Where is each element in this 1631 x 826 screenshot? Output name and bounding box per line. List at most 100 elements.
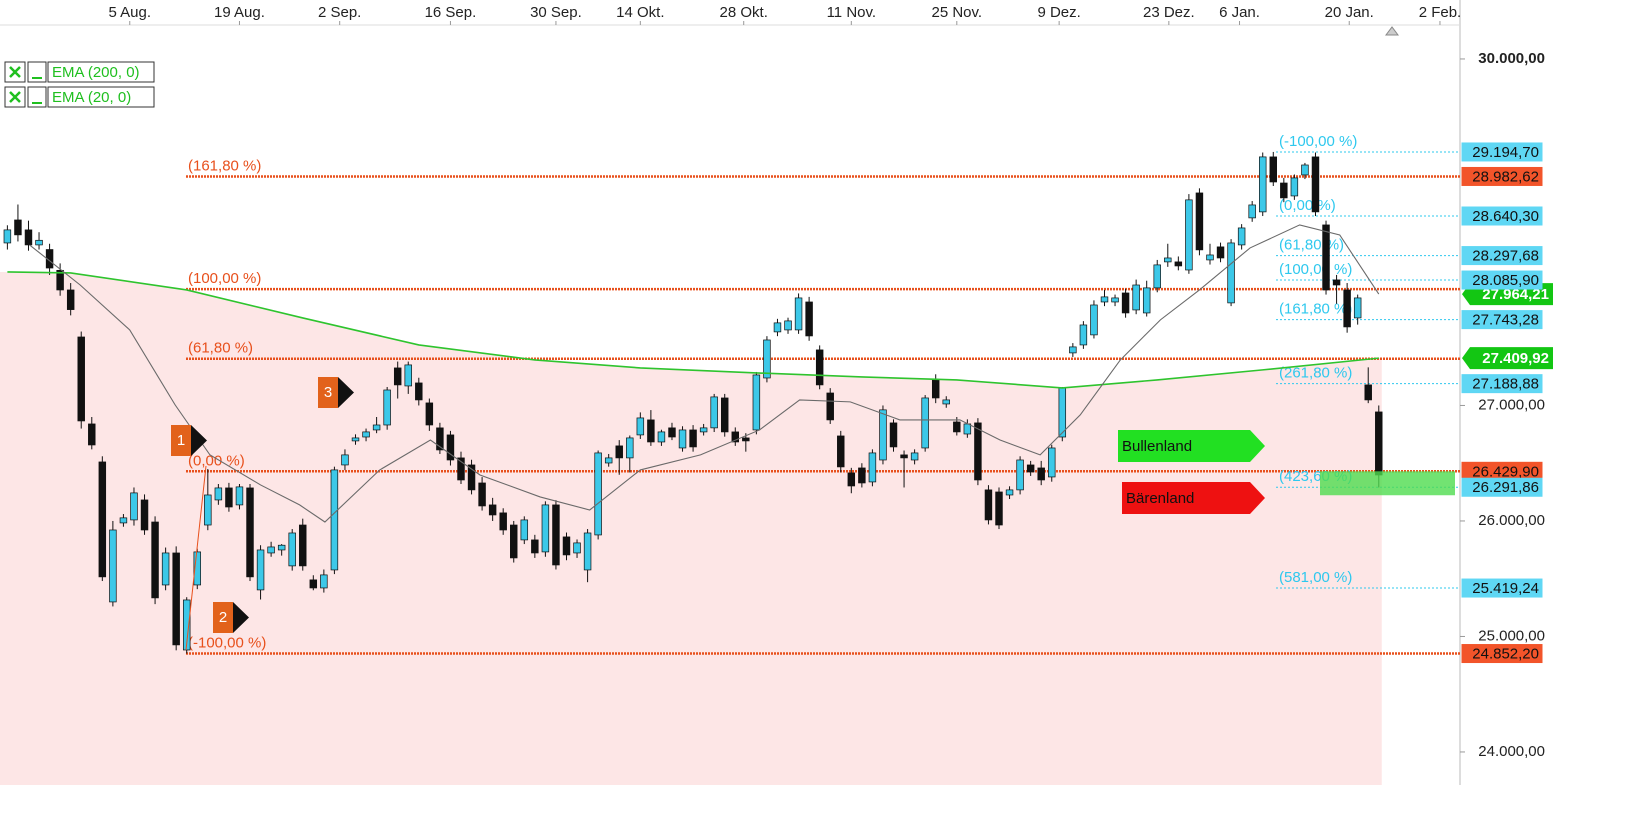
legend-label: EMA (20, 0) bbox=[52, 89, 131, 106]
candle-body bbox=[446, 434, 455, 461]
candle-body bbox=[953, 421, 961, 433]
candle-body bbox=[204, 494, 212, 526]
price-label-box bbox=[1461, 246, 1543, 266]
candle-body bbox=[763, 339, 771, 379]
scroll-icon bbox=[1385, 26, 1399, 36]
candle-body bbox=[668, 427, 676, 438]
zone-box bbox=[1122, 482, 1265, 514]
zone-box bbox=[1118, 430, 1265, 462]
legend-item-box bbox=[47, 86, 155, 108]
candle-body bbox=[699, 427, 708, 433]
candle-body bbox=[77, 336, 85, 422]
x-tick-label: 5 Aug. bbox=[108, 4, 151, 21]
marker-box bbox=[213, 602, 233, 633]
candle-body bbox=[974, 422, 982, 481]
price-label-box bbox=[1461, 142, 1543, 162]
price-label-box bbox=[1461, 477, 1543, 497]
candle-body bbox=[689, 429, 697, 448]
candle-body bbox=[1364, 384, 1372, 401]
candle-body bbox=[246, 487, 254, 578]
candle-body bbox=[1237, 227, 1246, 246]
candle-body bbox=[24, 229, 33, 246]
marker-arrow bbox=[191, 425, 207, 456]
price-label: 29.194,70 bbox=[1472, 144, 1539, 161]
candle-body bbox=[921, 397, 929, 449]
candle-body bbox=[1227, 242, 1235, 304]
zone-label: Bullenland bbox=[1122, 438, 1192, 455]
candle-body bbox=[794, 297, 803, 331]
candle-body bbox=[942, 399, 950, 405]
candle-body bbox=[710, 396, 718, 429]
candle-body bbox=[1048, 447, 1056, 478]
x-tick-label: 25 Nov. bbox=[932, 4, 983, 21]
price-label-box bbox=[1461, 310, 1543, 330]
fib-label: (581,00 %) bbox=[1279, 569, 1352, 586]
candle-body bbox=[1248, 204, 1256, 219]
fib-label: (100,00 %) bbox=[188, 270, 261, 287]
y-tick-label: 30.000,00 bbox=[1478, 50, 1545, 67]
y-tick-label: 24.000,00 bbox=[1478, 743, 1545, 760]
candle-body bbox=[984, 489, 993, 521]
y-tick-label: 27.000,00 bbox=[1478, 396, 1545, 413]
candle-body bbox=[995, 491, 1003, 526]
price-label: 27.964,21 bbox=[1482, 286, 1549, 303]
x-tick-label: 9 Dez. bbox=[1037, 4, 1080, 21]
candle-body bbox=[931, 379, 940, 399]
candle-body bbox=[900, 454, 908, 459]
candle-body bbox=[66, 289, 75, 310]
fib-label: (61,80 %) bbox=[1279, 237, 1344, 254]
candle-body bbox=[372, 424, 381, 431]
candle-body bbox=[3, 229, 12, 244]
x-tick-label: 28 Okt. bbox=[720, 4, 768, 21]
candle-body bbox=[88, 423, 96, 446]
candle-body bbox=[1164, 257, 1172, 263]
candle-body bbox=[731, 431, 740, 443]
candle-body bbox=[98, 461, 107, 578]
fib-anchor bbox=[185, 465, 207, 651]
candle-body bbox=[573, 542, 581, 554]
candle-body bbox=[151, 521, 159, 599]
candle-body bbox=[773, 322, 782, 333]
candle-body bbox=[742, 437, 750, 442]
candle-body bbox=[1195, 192, 1204, 251]
candle-body bbox=[404, 364, 412, 387]
price-label: 28.982,62 bbox=[1472, 168, 1539, 185]
candle-body bbox=[615, 445, 623, 459]
candle-body bbox=[256, 549, 265, 591]
candle-body bbox=[499, 512, 507, 531]
fib-label: (61,80 %) bbox=[188, 340, 253, 357]
candle-body bbox=[1301, 164, 1309, 176]
candle-body bbox=[910, 452, 919, 461]
candle-body bbox=[299, 524, 307, 567]
candle-body bbox=[214, 487, 223, 501]
candle-body bbox=[583, 532, 592, 571]
marker-box bbox=[171, 425, 191, 456]
price-label-box bbox=[1461, 166, 1543, 186]
candle-body bbox=[562, 536, 571, 556]
candle-body bbox=[1111, 297, 1119, 303]
candle-body bbox=[457, 457, 465, 481]
x-tick-label: 16 Sep. bbox=[425, 4, 477, 21]
candle-body bbox=[267, 546, 275, 554]
candle-body bbox=[847, 472, 856, 487]
candle-body bbox=[193, 551, 201, 586]
ema-line bbox=[7, 271, 1379, 389]
candle-body bbox=[1280, 182, 1288, 199]
candle-body bbox=[478, 482, 486, 507]
candle-body bbox=[309, 579, 318, 589]
candle-body bbox=[636, 417, 645, 436]
fib-label: (-100,00 %) bbox=[1279, 133, 1357, 150]
candle-body bbox=[1311, 156, 1320, 213]
price-label-box bbox=[1461, 578, 1543, 598]
candle-body bbox=[805, 301, 813, 337]
candle-body bbox=[1037, 467, 1045, 481]
candle-body bbox=[436, 427, 444, 451]
candle-body bbox=[879, 409, 887, 461]
y-tick-label: 25.000,00 bbox=[1478, 627, 1545, 644]
candle-body bbox=[647, 419, 655, 443]
candle-body bbox=[109, 529, 117, 603]
candle-body bbox=[1174, 261, 1183, 267]
candle-body bbox=[1185, 199, 1193, 271]
